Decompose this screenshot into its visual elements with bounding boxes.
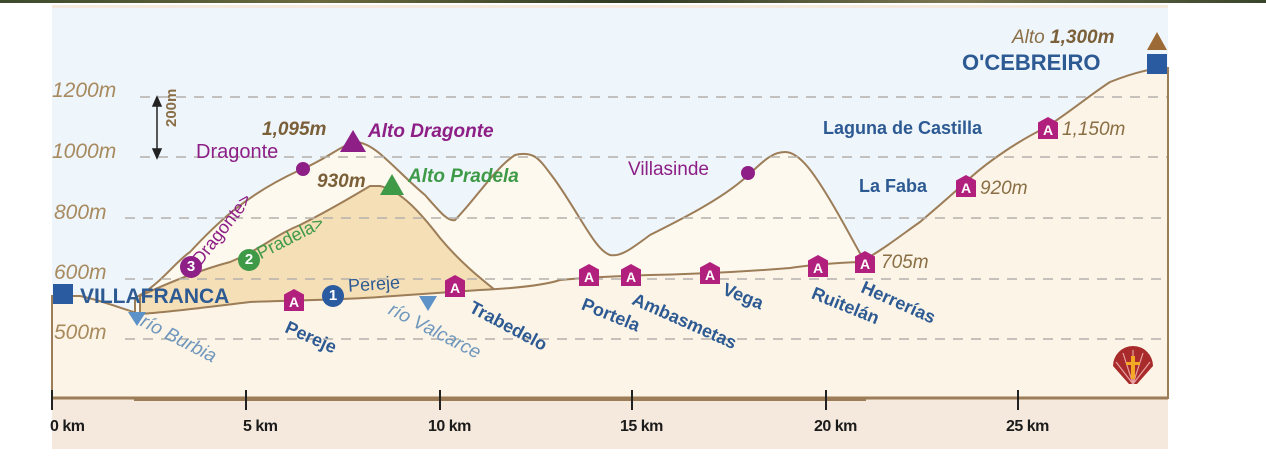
alto-dragonte-peak-icon <box>340 130 366 152</box>
rio-valcarce-river-icon <box>419 296 437 311</box>
rio-burbia-river-icon <box>128 312 146 326</box>
albergue-icon-ruitelan: A <box>808 255 828 277</box>
villafranca-start-marker <box>53 284 73 304</box>
ocebreiro-end-marker <box>1147 54 1167 74</box>
route-1-badge: 1 <box>322 285 344 307</box>
x-axis-ticks <box>51 390 1019 410</box>
alto-ocebreiro-label: Alto 1,300m <box>1012 28 1114 47</box>
la-faba-elev: 920m <box>980 178 1028 199</box>
albergue-icon-laguna: A <box>1038 117 1058 139</box>
alto-ocebreiro-peak-icon <box>1147 32 1167 50</box>
x-tick-5: 5 km <box>243 418 278 435</box>
dragonte-village-dot <box>296 162 310 176</box>
scale-arrow <box>151 95 163 160</box>
albergue-icon-pereje: A <box>284 289 304 311</box>
laguna-elev: 1,150m <box>1062 119 1126 140</box>
alto-dragonte-label: Alto Dragonte <box>368 121 494 142</box>
alto-pradela-elev: 930m <box>317 171 366 192</box>
alto-pradela-label: Alto Pradela <box>408 166 519 187</box>
x-tick-15: 15 km <box>620 418 663 435</box>
y-tick-1200: 1200m <box>52 79 117 102</box>
albergue-icon-herrerias: A <box>855 251 875 273</box>
albergue-icon-ambasmetas: A <box>621 264 641 286</box>
villasinde-village-dot <box>741 166 755 180</box>
laguna-town-label: Laguna de Castilla <box>823 118 983 138</box>
villasinde-village-label: Villasinde <box>628 159 709 180</box>
albergue-icon-la-faba: A <box>956 175 976 197</box>
x-tick-10: 10 km <box>428 418 471 435</box>
dragonte-village-label: Dragonte <box>196 141 279 163</box>
x-tick-25: 25 km <box>1006 418 1049 435</box>
y-tick-600: 600m <box>54 261 107 284</box>
alto-elev: 1,300m <box>1050 27 1115 48</box>
la-faba-town-label: La Faba <box>859 176 928 196</box>
photo-edge-strip <box>0 0 1266 3</box>
albergue-icon-vega: A <box>700 262 720 284</box>
y-tick-800: 800m <box>54 201 107 224</box>
albergue-icon-trabadelo: A <box>445 275 465 297</box>
gridlines <box>125 96 1168 340</box>
villafranca-label: VILLAFRANCA <box>80 285 230 308</box>
ocebreiro-label: O'CEBREIRO <box>962 50 1101 75</box>
alto-prefix: Alto <box>1012 27 1045 48</box>
albergue-icon-portela: A <box>579 264 599 286</box>
x-tick-0: 0 km <box>50 418 85 435</box>
route-1-label: Pereje <box>347 272 401 296</box>
alto-dragonte-elev: 1,095m <box>262 119 327 140</box>
y-tick-1000: 1000m <box>52 140 117 163</box>
x-tick-20: 20 km <box>814 418 857 435</box>
camino-scallop-shell-icon <box>1113 346 1153 385</box>
route-3-badge: 3 <box>180 256 202 278</box>
route-2-badge: 2 <box>238 249 260 271</box>
alto-pradela-peak-icon <box>380 174 404 195</box>
y-tick-500: 500m <box>54 321 107 344</box>
scale-label-200m: 200m <box>163 88 180 127</box>
herrerias-elev: 705m <box>881 252 929 273</box>
